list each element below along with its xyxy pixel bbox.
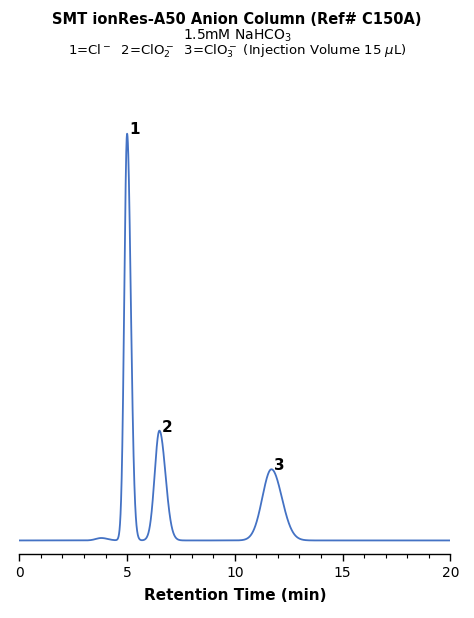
Text: 2: 2 — [162, 420, 173, 434]
Text: SMT ionRes-A50 Anion Column (Ref# C150A): SMT ionRes-A50 Anion Column (Ref# C150A) — [52, 12, 422, 27]
Text: 1.5mM NaHCO$_3$: 1.5mM NaHCO$_3$ — [182, 28, 292, 44]
X-axis label: Retention Time (min): Retention Time (min) — [144, 588, 326, 603]
Text: 3: 3 — [274, 459, 285, 473]
Text: 1: 1 — [130, 122, 140, 137]
Text: 1=Cl$^-$  2=ClO$_2^-$  3=ClO$_3^-$ (Injection Volume 15 $\mu$L): 1=Cl$^-$ 2=ClO$_2^-$ 3=ClO$_3^-$ (Inject… — [68, 42, 406, 59]
